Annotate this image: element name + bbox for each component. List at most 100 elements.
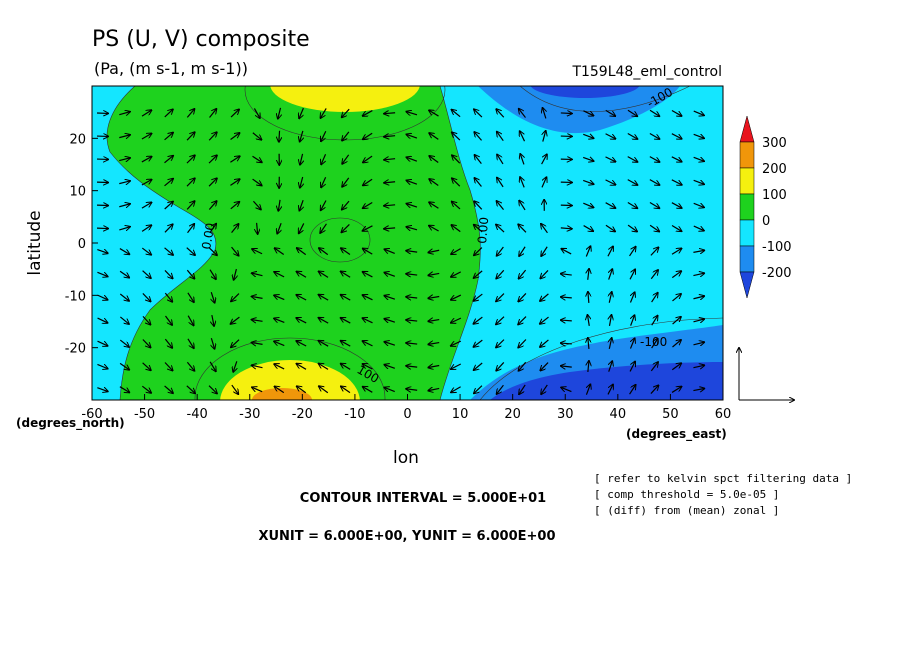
wind-vector bbox=[627, 224, 637, 231]
wind-vector bbox=[209, 361, 216, 371]
wind-vector bbox=[234, 268, 237, 280]
wind-vector bbox=[164, 202, 173, 210]
wind-vector bbox=[319, 386, 329, 394]
wind-vector bbox=[627, 179, 638, 185]
x-axis-label: lon bbox=[393, 448, 419, 468]
wind-vector bbox=[607, 246, 613, 257]
wind-vector bbox=[320, 223, 327, 233]
wind-vector bbox=[164, 292, 172, 302]
wind-vector bbox=[252, 200, 260, 209]
wind-vector bbox=[119, 204, 130, 207]
x-axis: -60 -50 -40 -30 -20 -10 0 10 20 30 40 50 60 bbox=[81, 394, 731, 422]
wind-vector bbox=[230, 109, 239, 118]
wind-vector bbox=[187, 292, 194, 302]
positive-anomaly-south-yellow bbox=[220, 360, 360, 400]
negative-anomaly-south-deep bbox=[490, 362, 723, 400]
wind-vector bbox=[693, 157, 704, 161]
wind-vector bbox=[518, 316, 527, 325]
wind-vector bbox=[520, 131, 526, 142]
colorbar-bin bbox=[739, 167, 755, 195]
wind-vector bbox=[208, 247, 217, 256]
wind-vector bbox=[321, 108, 327, 117]
colorbar: 300 200 100 0 -100 -200 bbox=[739, 115, 792, 299]
wind-vector bbox=[451, 340, 462, 346]
wind-vector bbox=[363, 387, 373, 393]
wind-vector bbox=[164, 270, 173, 278]
info-line: [ comp threshold = 5.0e-05 ] bbox=[594, 488, 779, 501]
wind-vector bbox=[609, 315, 611, 326]
wind-vector bbox=[672, 340, 681, 348]
wind-vector bbox=[296, 341, 307, 347]
wind-vector bbox=[233, 361, 237, 371]
wind-vector bbox=[671, 387, 681, 393]
wind-vector bbox=[252, 273, 263, 276]
x-tick-label: -50 bbox=[134, 407, 155, 422]
wind-vector bbox=[164, 156, 174, 164]
wind-vector bbox=[299, 199, 303, 210]
wind-vector bbox=[452, 132, 461, 141]
x-tick-label: -40 bbox=[187, 407, 208, 422]
wind-vector bbox=[671, 156, 682, 162]
wind-vector bbox=[384, 182, 396, 183]
wind-vector bbox=[671, 224, 681, 231]
wind-vector bbox=[605, 133, 616, 139]
wind-vector bbox=[187, 338, 194, 348]
wind-vector bbox=[649, 179, 660, 185]
wind-vector bbox=[257, 222, 258, 234]
wind-vector bbox=[649, 132, 660, 138]
wind-vector bbox=[363, 178, 373, 185]
x-tick-label: -10 bbox=[344, 407, 365, 422]
wind-vector bbox=[474, 316, 483, 324]
wind-vector bbox=[428, 366, 440, 368]
wind-vector bbox=[650, 247, 659, 256]
contour-label: 0.00 bbox=[475, 216, 491, 244]
wind-vector bbox=[452, 155, 461, 164]
wind-vector bbox=[561, 274, 572, 275]
wind-vector bbox=[693, 296, 704, 299]
wind-vector bbox=[363, 318, 373, 324]
wind-vector bbox=[231, 246, 239, 256]
wind-vector bbox=[141, 157, 152, 163]
wind-vector bbox=[649, 201, 659, 208]
wind-vector bbox=[97, 294, 108, 300]
wind-vector bbox=[186, 247, 195, 255]
wind-vector bbox=[429, 226, 439, 232]
wind-vector bbox=[693, 250, 704, 252]
wind-vector bbox=[406, 274, 418, 275]
wind-vector bbox=[671, 202, 682, 208]
wind-vector bbox=[543, 108, 546, 119]
wind-vector bbox=[363, 272, 373, 278]
wind-vector bbox=[583, 134, 593, 138]
wind-vector bbox=[541, 154, 547, 165]
wind-vector bbox=[496, 316, 505, 325]
wind-vector bbox=[672, 294, 680, 302]
wind-vector bbox=[671, 109, 682, 116]
wind-vector bbox=[671, 133, 682, 139]
wind-vector bbox=[429, 133, 439, 140]
wind-vector bbox=[451, 294, 462, 300]
wind-vector bbox=[605, 224, 615, 231]
wind-vector bbox=[520, 154, 524, 165]
wind-vector bbox=[164, 133, 173, 141]
wind-vector bbox=[561, 297, 572, 298]
wind-vector bbox=[407, 157, 418, 161]
wind-vector bbox=[274, 272, 285, 278]
x-tick-label: 50 bbox=[662, 407, 679, 422]
chart-subtitle: (Pa, (m s-1, m s-1)) bbox=[94, 59, 248, 78]
wind-vector bbox=[496, 225, 505, 233]
wind-vector bbox=[187, 224, 195, 234]
wind-vector bbox=[693, 388, 704, 390]
wind-vector bbox=[631, 315, 635, 326]
negative-anomaly-north-deep bbox=[530, 86, 640, 98]
wind-vector bbox=[319, 271, 329, 278]
wind-vector bbox=[186, 155, 195, 164]
wind-vector bbox=[231, 339, 240, 348]
wind-vector bbox=[231, 293, 240, 302]
y-tick-label: 10 bbox=[69, 185, 86, 200]
wind-vector bbox=[252, 249, 263, 255]
wind-vector bbox=[297, 272, 307, 278]
wind-vector bbox=[671, 179, 682, 185]
wind-vector bbox=[363, 249, 373, 255]
wind-vector bbox=[142, 362, 151, 370]
wind-vectors bbox=[96, 108, 704, 395]
